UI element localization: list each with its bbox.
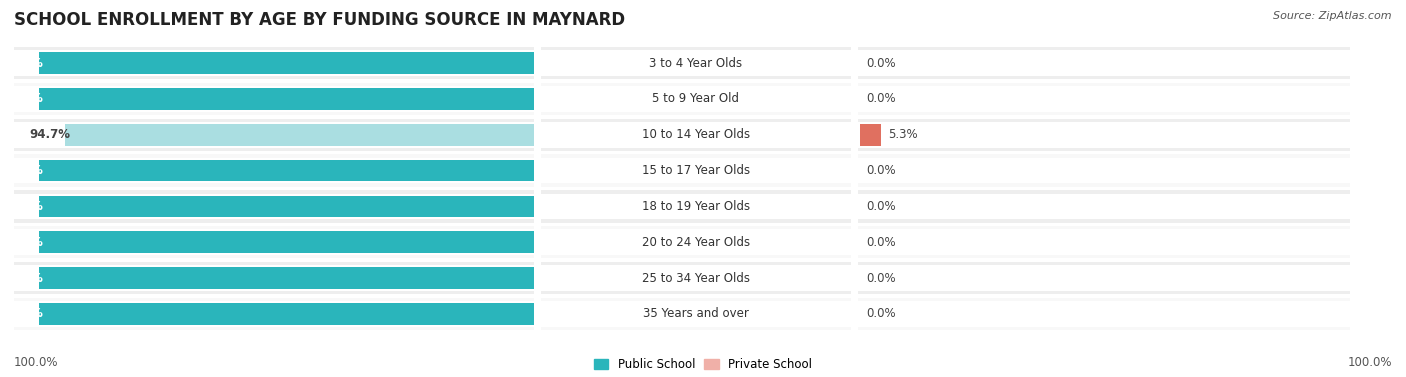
Text: 0.0%: 0.0% [866,57,896,70]
Bar [39,160,534,181]
Bar [541,193,851,219]
Bar [541,155,851,187]
Text: 20 to 24 Year Olds: 20 to 24 Year Olds [643,236,749,249]
Text: 15 to 17 Year Olds: 15 to 17 Year Olds [643,164,749,177]
Bar [541,47,851,79]
Bar [541,158,851,184]
Bar [14,86,534,112]
Text: 100.0%: 100.0% [0,92,44,106]
Bar [541,119,851,151]
Bar [541,86,851,112]
Bar [39,88,534,110]
Bar [14,83,534,115]
Legend: Public School, Private School: Public School, Private School [593,358,813,371]
Bar [858,158,1350,184]
Text: 10 to 14 Year Olds: 10 to 14 Year Olds [643,128,749,141]
Bar [541,83,851,115]
Bar [14,47,534,79]
Bar [14,158,534,184]
Text: 5.3%: 5.3% [889,128,918,141]
Bar [65,124,534,146]
Bar [541,298,851,330]
Bar [858,226,1350,258]
Bar [858,83,1350,115]
Bar [541,265,851,291]
Text: 18 to 19 Year Olds: 18 to 19 Year Olds [643,200,749,213]
Bar [541,226,851,258]
Bar [541,229,851,255]
Bar [858,301,1350,327]
Text: 3 to 4 Year Olds: 3 to 4 Year Olds [650,57,742,70]
Bar [858,86,1350,112]
Bar [14,229,534,255]
Text: 100.0%: 100.0% [0,307,44,320]
Bar [14,193,534,219]
Text: 100.0%: 100.0% [0,271,44,285]
Bar [858,119,1350,151]
Bar [14,301,534,327]
Bar [39,231,534,253]
Bar [858,47,1350,79]
Bar [39,52,534,74]
Bar [541,301,851,327]
Text: 100.0%: 100.0% [0,57,44,70]
Text: 100.0%: 100.0% [1347,357,1392,369]
Text: 35 Years and over: 35 Years and over [643,307,749,320]
Bar [39,267,534,289]
Text: 25 to 34 Year Olds: 25 to 34 Year Olds [643,271,749,285]
Text: Source: ZipAtlas.com: Source: ZipAtlas.com [1274,11,1392,21]
Bar [14,265,534,291]
Bar [14,190,534,222]
Bar [858,190,1350,222]
Bar [858,50,1350,76]
Bar [39,303,534,325]
Bar [858,155,1350,187]
Bar [14,155,534,187]
Bar [858,193,1350,219]
Bar [858,265,1350,291]
Bar [860,124,882,146]
Bar [541,122,851,148]
Text: 100.0%: 100.0% [0,200,44,213]
Text: 0.0%: 0.0% [866,200,896,213]
Bar [14,298,534,330]
Bar [858,122,1350,148]
Text: 0.0%: 0.0% [866,236,896,249]
Bar [14,50,534,76]
Text: SCHOOL ENROLLMENT BY AGE BY FUNDING SOURCE IN MAYNARD: SCHOOL ENROLLMENT BY AGE BY FUNDING SOUR… [14,11,626,29]
Bar [541,262,851,294]
Text: 100.0%: 100.0% [0,236,44,249]
Text: 0.0%: 0.0% [866,92,896,106]
Text: 94.7%: 94.7% [30,128,70,141]
Bar [14,262,534,294]
Bar [541,190,851,222]
Bar [858,262,1350,294]
Text: 5 to 9 Year Old: 5 to 9 Year Old [652,92,740,106]
Bar [14,119,534,151]
Bar [858,229,1350,255]
Text: 100.0%: 100.0% [0,164,44,177]
Bar [14,122,534,148]
Text: 100.0%: 100.0% [14,357,59,369]
Bar [14,226,534,258]
Bar [39,196,534,217]
Bar [541,50,851,76]
Text: 0.0%: 0.0% [866,271,896,285]
Bar [858,298,1350,330]
Text: 0.0%: 0.0% [866,164,896,177]
Text: 0.0%: 0.0% [866,307,896,320]
